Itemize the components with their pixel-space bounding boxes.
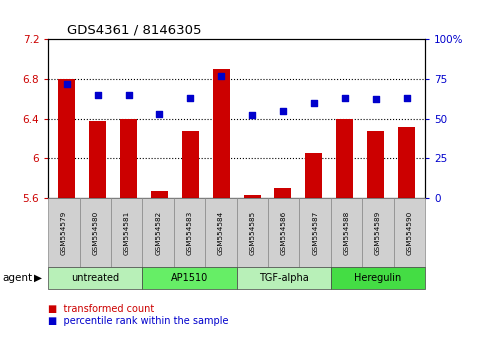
Bar bbox=[398, 126, 415, 198]
Bar bbox=[367, 131, 384, 198]
Point bbox=[279, 108, 287, 113]
Text: Heregulin: Heregulin bbox=[355, 273, 401, 283]
Point bbox=[186, 95, 194, 101]
Bar bbox=[336, 119, 353, 198]
Point bbox=[156, 111, 163, 117]
Text: GSM554587: GSM554587 bbox=[312, 211, 318, 255]
Bar bbox=[151, 191, 168, 198]
Text: untreated: untreated bbox=[71, 273, 119, 283]
Bar bbox=[213, 69, 230, 198]
Point bbox=[63, 81, 71, 86]
Text: GSM554580: GSM554580 bbox=[92, 211, 99, 255]
Text: agent: agent bbox=[2, 273, 32, 283]
Point bbox=[248, 113, 256, 118]
Text: GSM554584: GSM554584 bbox=[218, 211, 224, 255]
Bar bbox=[182, 131, 199, 198]
Point bbox=[310, 100, 318, 105]
Text: GSM554583: GSM554583 bbox=[186, 211, 193, 255]
Text: GSM554579: GSM554579 bbox=[61, 211, 67, 255]
Point bbox=[217, 73, 225, 79]
Bar bbox=[243, 195, 261, 198]
Bar bbox=[120, 119, 137, 198]
Text: GSM554582: GSM554582 bbox=[155, 211, 161, 255]
Point bbox=[372, 97, 380, 102]
Bar bbox=[58, 79, 75, 198]
Text: ▶: ▶ bbox=[34, 273, 42, 283]
Text: GSM554590: GSM554590 bbox=[406, 211, 412, 255]
Text: GSM554588: GSM554588 bbox=[343, 211, 350, 255]
Text: GSM554586: GSM554586 bbox=[281, 211, 287, 255]
Text: ■  transformed count: ■ transformed count bbox=[48, 304, 155, 314]
Bar bbox=[305, 153, 322, 198]
Text: GDS4361 / 8146305: GDS4361 / 8146305 bbox=[67, 23, 201, 36]
Point bbox=[94, 92, 101, 97]
Text: GSM554585: GSM554585 bbox=[249, 211, 256, 255]
Point bbox=[403, 95, 411, 101]
Bar bbox=[274, 188, 291, 198]
Text: GSM554589: GSM554589 bbox=[375, 211, 381, 255]
Point bbox=[341, 95, 349, 101]
Bar bbox=[89, 121, 106, 198]
Text: ■  percentile rank within the sample: ■ percentile rank within the sample bbox=[48, 316, 229, 326]
Text: TGF-alpha: TGF-alpha bbox=[259, 273, 309, 283]
Text: GSM554581: GSM554581 bbox=[124, 211, 130, 255]
Point bbox=[125, 92, 132, 97]
Text: AP1510: AP1510 bbox=[171, 273, 208, 283]
